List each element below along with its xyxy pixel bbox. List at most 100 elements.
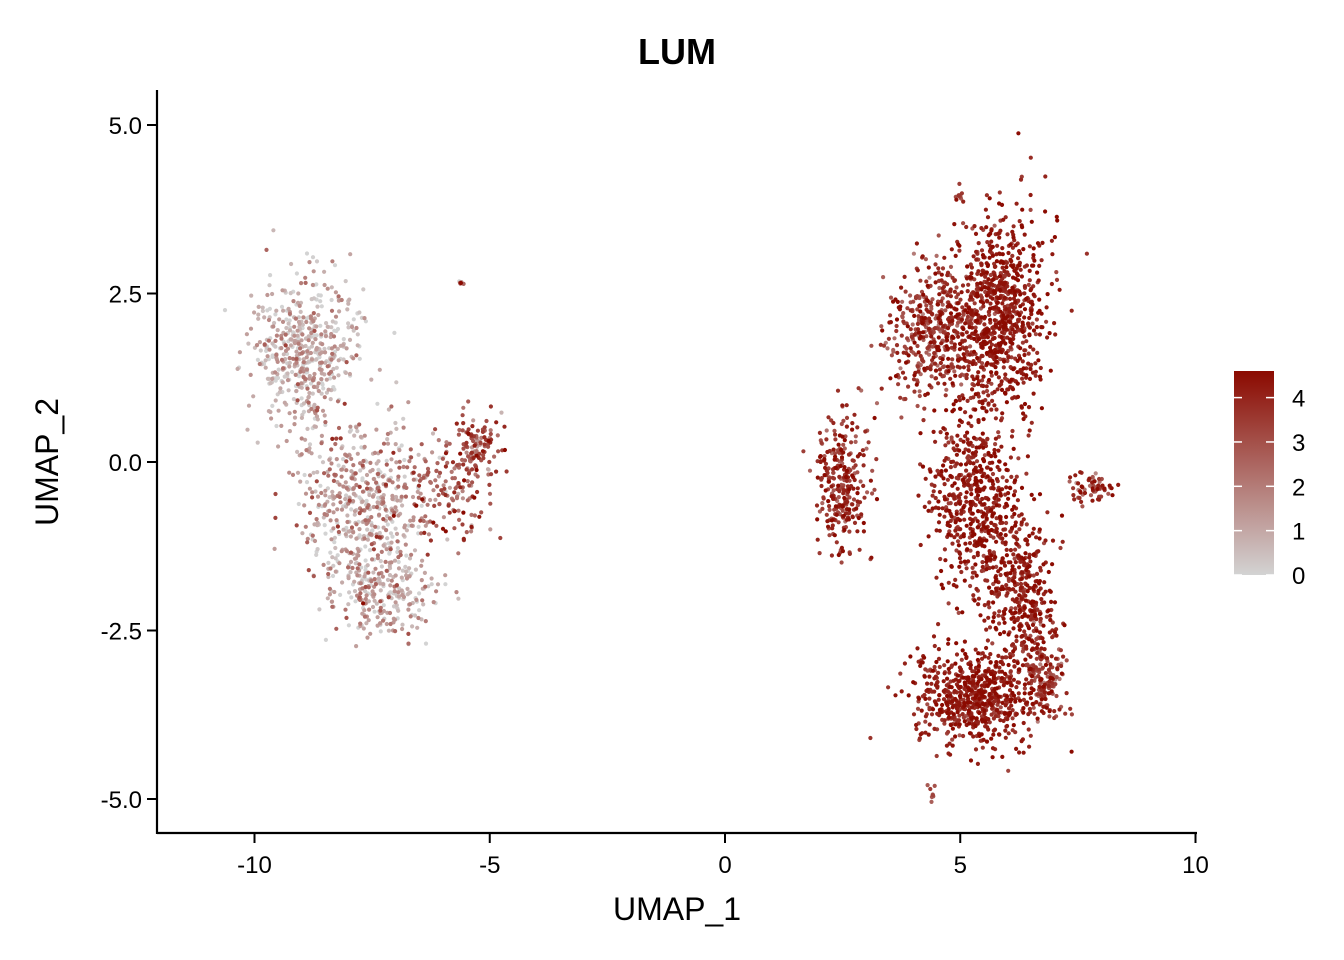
cell-point (299, 436, 304, 441)
cell-point (821, 496, 826, 501)
cell-point (935, 711, 940, 716)
cell-point (347, 429, 352, 434)
cell-point (971, 377, 977, 382)
cell-point (836, 552, 841, 558)
cell-point (898, 395, 903, 400)
cell-point (943, 468, 949, 473)
cell-point (325, 324, 330, 329)
cell-point (1033, 665, 1038, 670)
cell-point (399, 588, 404, 593)
cell-point (1071, 493, 1076, 498)
cell-point (965, 547, 970, 552)
cell-point (378, 599, 383, 604)
cell-point (953, 399, 959, 404)
cell-point (368, 486, 373, 491)
cell-point (999, 676, 1005, 681)
cell-point (406, 607, 411, 612)
cell-point (918, 309, 923, 314)
cell-point (962, 517, 967, 522)
cell-point (999, 418, 1004, 423)
cell-point (950, 705, 955, 710)
cell-point (1025, 589, 1030, 594)
cell-point (301, 375, 306, 380)
cell-point (992, 335, 997, 341)
cell-point (955, 301, 961, 306)
cell-point (1019, 739, 1024, 744)
cell-point (1002, 611, 1007, 616)
cell-point (1027, 428, 1032, 433)
cell-point (308, 314, 313, 319)
cell-point (286, 388, 291, 393)
cell-point (937, 528, 942, 533)
cell-point (1034, 628, 1039, 633)
x-ticks: -10 -5 0 5 10 (237, 833, 1209, 879)
cell-point (1030, 321, 1035, 326)
cell-point (428, 480, 433, 485)
cell-point (1116, 482, 1121, 487)
cell-point (980, 564, 985, 570)
cell-point (936, 656, 942, 661)
cell-point (256, 304, 261, 309)
cell-point (944, 335, 949, 340)
cell-point (410, 494, 416, 500)
cell-point (1018, 585, 1023, 591)
cell-point (363, 584, 368, 590)
cell-point (404, 553, 409, 558)
cell-point (341, 457, 346, 462)
cell-point (1030, 370, 1036, 375)
cell-point (966, 717, 971, 722)
cell-point (349, 469, 354, 474)
cell-point (951, 402, 956, 407)
cell-point (840, 434, 845, 439)
cell-point (954, 606, 960, 611)
cell-point (419, 442, 424, 447)
cell-point (1043, 671, 1048, 676)
cell-point (846, 452, 852, 457)
cell-point (1050, 538, 1056, 543)
cell-point (979, 248, 985, 253)
cell-point (279, 304, 285, 309)
cell-point (396, 474, 401, 479)
cell-point (950, 541, 955, 546)
cell-point (818, 459, 823, 464)
cell-point (1010, 507, 1015, 512)
cell-point (933, 474, 938, 479)
cell-point (395, 546, 400, 551)
cell-point (993, 575, 998, 580)
cell-point (388, 621, 393, 627)
cell-point (990, 641, 995, 646)
cell-point (458, 451, 463, 456)
cell-point (987, 681, 992, 686)
cell-point (1005, 723, 1010, 729)
cell-point (1069, 308, 1074, 313)
cell-point (831, 447, 836, 452)
cell-point (336, 425, 342, 431)
cell-point (984, 270, 990, 275)
cell-point (328, 376, 333, 381)
cell-point (437, 470, 443, 475)
cell-point (348, 559, 354, 565)
cell-point (397, 448, 402, 453)
cell-point (924, 279, 929, 284)
cell-point (480, 449, 485, 454)
cell-point (393, 505, 398, 510)
cell-point (1052, 321, 1057, 326)
cell-point (1022, 682, 1027, 687)
cell-point (302, 472, 307, 478)
cell-point (974, 459, 980, 464)
cell-point (367, 607, 372, 612)
cell-point (339, 474, 344, 479)
cell-point (1014, 271, 1020, 276)
cell-point (971, 593, 976, 598)
cell-point (352, 491, 357, 496)
cell-point (1030, 302, 1035, 307)
cell-point (839, 560, 844, 565)
cell-point (953, 661, 958, 666)
cell-point (844, 424, 850, 429)
cell-point (346, 565, 351, 570)
cell-point (1013, 523, 1018, 528)
cell-point (375, 471, 380, 477)
cell-point (446, 503, 451, 508)
cell-point (498, 535, 503, 541)
cell-point (947, 523, 952, 529)
